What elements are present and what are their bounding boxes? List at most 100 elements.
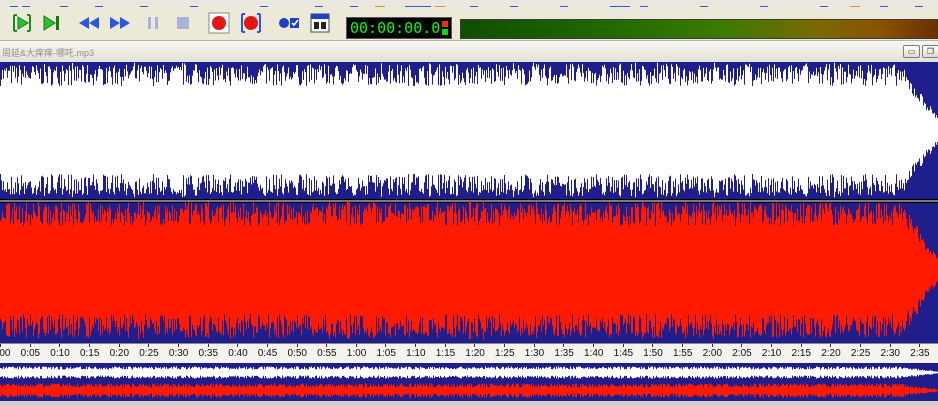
time-display-text: 00:00:00.0 bbox=[350, 19, 441, 37]
ruler-label: 2:25 bbox=[850, 348, 871, 359]
ruler-tick bbox=[118, 344, 120, 347]
record-selection-button[interactable] bbox=[240, 12, 262, 34]
ruler-label: 1:10 bbox=[406, 348, 426, 359]
ruler-tick bbox=[444, 344, 446, 347]
ruler-label: 0:00 bbox=[0, 348, 11, 359]
rewind-button[interactable] bbox=[77, 12, 99, 34]
ruler-label: 2:20 bbox=[821, 348, 841, 359]
ruler-label: 0:25 bbox=[139, 348, 159, 359]
ruler-tick bbox=[237, 344, 239, 347]
waveform-core bbox=[0, 234, 900, 306]
stop-icon bbox=[177, 17, 189, 29]
ruler-tick bbox=[266, 344, 268, 347]
minimize-button[interactable]: ▭ bbox=[903, 45, 920, 58]
ruler-tick bbox=[800, 344, 802, 347]
ruler-label: 2:30 bbox=[880, 348, 900, 359]
ruler-tick bbox=[415, 344, 417, 347]
ruler-tick bbox=[652, 344, 654, 347]
ruler-label: 0:15 bbox=[79, 348, 100, 359]
level-meter bbox=[460, 19, 938, 39]
ruler-label: 2:10 bbox=[761, 348, 782, 359]
ruler-label: 2:05 bbox=[732, 348, 752, 359]
time-display: 00:00:00.0 bbox=[346, 17, 452, 39]
ruler-label: 0:40 bbox=[228, 348, 248, 359]
ruler-tick bbox=[681, 344, 683, 347]
ruler-tick bbox=[474, 344, 476, 347]
ruler-tick bbox=[711, 344, 713, 347]
stop-button[interactable] bbox=[172, 12, 194, 34]
ruler-tick bbox=[296, 344, 298, 347]
overview-canvas[interactable] bbox=[0, 363, 938, 401]
waveform-view[interactable] bbox=[0, 62, 938, 343]
document-title: 周延&大痒痒-哪吒.mp3 bbox=[2, 48, 95, 58]
waveform-core bbox=[0, 110, 900, 150]
ruler-label: 0:20 bbox=[109, 348, 130, 359]
record-button[interactable] bbox=[208, 12, 230, 34]
play-to-end-icon bbox=[43, 15, 59, 31]
restore-icon: ❐ bbox=[926, 47, 935, 56]
ruler-tick bbox=[859, 344, 861, 347]
record-check-icon bbox=[279, 18, 299, 28]
ruler-tick bbox=[207, 344, 209, 347]
ruler-tick bbox=[889, 344, 891, 347]
rewind-icon bbox=[79, 17, 99, 29]
ruler-tick bbox=[770, 344, 772, 347]
record-bracket-icon bbox=[241, 13, 261, 33]
ruler-label: 2:00 bbox=[702, 348, 723, 359]
ruler-label: 0:30 bbox=[168, 348, 189, 359]
ruler-label: 1:50 bbox=[643, 348, 663, 359]
ruler-tick bbox=[741, 344, 743, 347]
ruler-tick bbox=[919, 344, 921, 347]
ruler-tick bbox=[563, 344, 565, 347]
ruler-tick bbox=[622, 344, 624, 347]
ruler-tick bbox=[88, 344, 90, 347]
ruler-tick bbox=[504, 344, 506, 347]
transport-toolbar: 00:00:00.0 bbox=[0, 7, 938, 41]
ruler-tick bbox=[533, 344, 535, 347]
fast-forward-icon bbox=[110, 17, 130, 29]
mixer-button[interactable] bbox=[309, 12, 331, 34]
ruler-tick bbox=[148, 344, 150, 347]
ruler-tick bbox=[385, 344, 387, 347]
ruler-label: 1:25 bbox=[495, 348, 515, 359]
play-to-end-button[interactable] bbox=[40, 12, 62, 34]
ruler-label: 2:15 bbox=[791, 348, 812, 359]
ruler-tick bbox=[59, 344, 61, 347]
ruler-label: 1:40 bbox=[584, 348, 604, 359]
play-bracket-icon bbox=[13, 14, 31, 32]
ruler-label: 1:55 bbox=[672, 348, 693, 359]
ruler-label: 1:00 bbox=[346, 348, 367, 359]
pause-button[interactable] bbox=[142, 12, 164, 34]
ruler-tick bbox=[355, 344, 357, 347]
record-settings-button[interactable] bbox=[277, 12, 299, 34]
ruler-tick bbox=[326, 344, 328, 347]
ruler-label: 1:05 bbox=[376, 348, 396, 359]
waveform-canvas[interactable] bbox=[0, 62, 938, 343]
play-selection-button[interactable] bbox=[11, 12, 33, 34]
toolbar-icons-partial bbox=[10, 6, 923, 7]
fast-forward-button[interactable] bbox=[108, 12, 130, 34]
ruler-label: 1:15 bbox=[435, 348, 456, 359]
ruler-label: 0:05 bbox=[20, 348, 41, 359]
overview-right-waveform bbox=[0, 383, 938, 398]
ruler-label: 0:50 bbox=[287, 348, 307, 359]
ruler-tick bbox=[29, 344, 31, 347]
time-display-indicator bbox=[442, 21, 448, 35]
waveform-overview[interactable] bbox=[0, 363, 938, 401]
ruler-tick bbox=[830, 344, 832, 347]
ruler-tick bbox=[177, 344, 179, 347]
ruler-tick bbox=[593, 344, 594, 347]
ruler-label: 2:35 bbox=[910, 348, 930, 359]
restore-button[interactable]: ❐ bbox=[922, 45, 938, 58]
ruler-label: 0:35 bbox=[198, 348, 219, 359]
pause-icon bbox=[148, 17, 158, 29]
main-toolbar-strip bbox=[0, 0, 938, 7]
ruler-label: 1:30 bbox=[524, 348, 545, 359]
document-title-bar: 周延&大痒痒-哪吒.mp3 ▭ ❐ bbox=[0, 41, 938, 63]
overview-left-waveform bbox=[0, 366, 938, 379]
ruler-label: 0:45 bbox=[257, 348, 278, 359]
record-icon bbox=[208, 12, 230, 34]
mixer-icon bbox=[310, 13, 330, 33]
ruler-label: 1:35 bbox=[554, 348, 574, 359]
time-ruler[interactable]: 0:00 0:05 0:10 0:15 0:20 0:25 0:30 0:35 0:40 0:45… bbox=[0, 343, 938, 363]
